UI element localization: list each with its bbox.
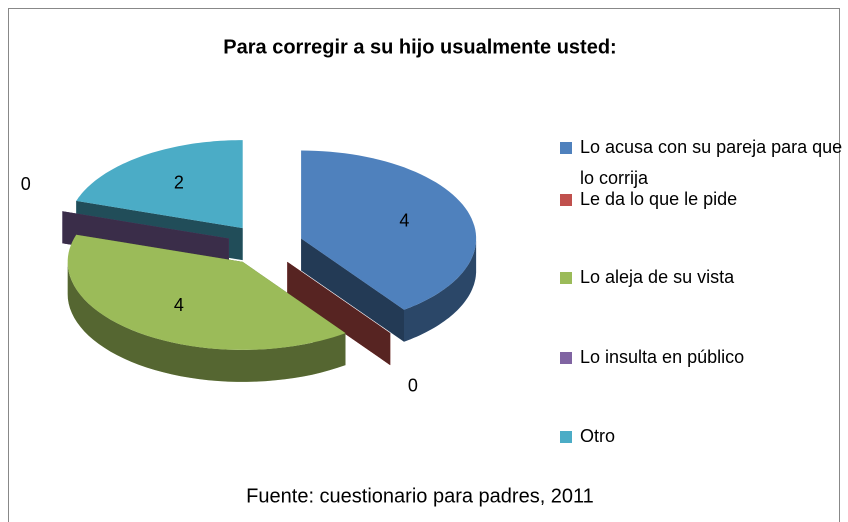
data-label: 4	[174, 295, 184, 315]
chart-title: Para corregir a su hijo usualmente usted…	[223, 36, 616, 58]
slice-side	[67, 261, 346, 382]
legend-label: Lo aleja de su vista	[580, 267, 735, 287]
legend-marker	[560, 142, 572, 154]
legend-marker	[560, 352, 572, 364]
data-label: 2	[174, 173, 184, 193]
slice	[301, 150, 477, 310]
legend-marker	[560, 431, 572, 443]
legend-line: lo corrija	[580, 168, 649, 188]
slice	[76, 140, 243, 229]
legend-label: Otro	[580, 426, 615, 446]
legend-line: Lo acusa con su pareja para que	[580, 137, 842, 157]
slice-side-shade	[287, 261, 391, 366]
data-label: 0	[21, 174, 31, 194]
slice-side-shade	[301, 238, 404, 342]
legend-marker	[560, 194, 572, 206]
slice-side-shade	[67, 261, 346, 382]
slice-side	[404, 238, 477, 342]
legend-marker	[560, 272, 572, 284]
legend-label: Lo acusa con su pareja para que lo corrij…	[580, 137, 842, 188]
slice-side-shade	[404, 238, 477, 342]
data-label: 4	[399, 210, 409, 230]
legend-label: Le da lo que le pide	[580, 189, 737, 209]
caption: Fuente: cuestionario para padres, 2011	[246, 485, 594, 507]
legend-label: Lo insulta en público	[580, 347, 744, 367]
data-label: 0	[408, 376, 418, 396]
slice	[67, 234, 346, 350]
